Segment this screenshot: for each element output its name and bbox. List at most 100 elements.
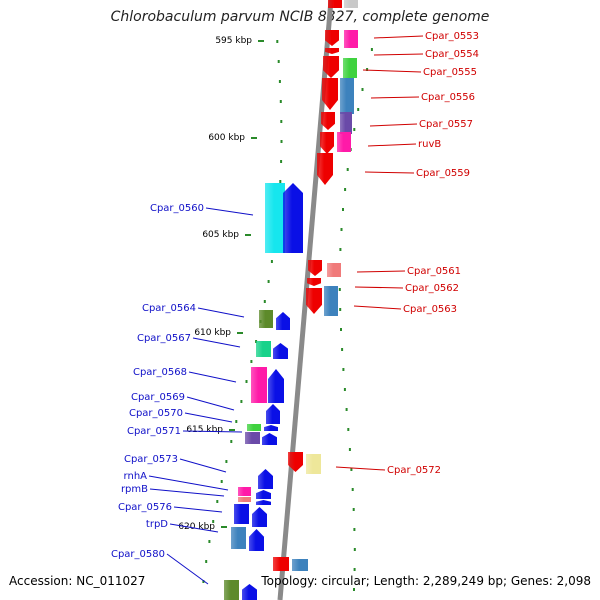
ruler-tick	[258, 40, 264, 42]
gene-glyph	[262, 433, 277, 445]
gene-glyph	[306, 288, 322, 314]
gene-label-forward[interactable]: Cpar_0569	[131, 392, 185, 403]
ruler-tick	[221, 526, 227, 528]
tick-mark	[280, 160, 283, 163]
label-leader	[354, 286, 404, 289]
tick-mark	[345, 408, 348, 411]
gene-label-reverse[interactable]: Cpar_0553	[425, 31, 479, 42]
tick-mark	[352, 508, 355, 511]
gene-label-forward[interactable]: rpmB	[121, 484, 148, 495]
gene-glyph	[265, 183, 285, 253]
gene-glyph	[251, 367, 267, 403]
gene-glyph	[288, 452, 303, 472]
tick-mark	[245, 380, 248, 383]
gene-label-forward[interactable]: Cpar_0568	[133, 367, 187, 378]
label-leader	[148, 475, 229, 491]
tick-mark	[216, 500, 219, 503]
gene-label-reverse[interactable]: ruvB	[418, 139, 441, 150]
label-leader	[369, 123, 418, 127]
gene-glyph	[324, 286, 338, 316]
label-leader	[335, 466, 386, 471]
gene-label-forward[interactable]: Cpar_0571	[127, 426, 181, 437]
gene-label-forward[interactable]: Cpar_0567	[137, 333, 191, 344]
ruler-tick	[251, 137, 257, 139]
gene-label-reverse[interactable]: Cpar_0563	[403, 304, 457, 315]
label-leader	[373, 35, 424, 39]
ruler-tick	[237, 332, 243, 334]
gene-label-reverse[interactable]: Cpar_0556	[421, 92, 475, 103]
gene-label-reverse[interactable]: Cpar_0572	[387, 465, 441, 476]
gene-label-reverse[interactable]: Cpar_0555	[423, 67, 477, 78]
gene-glyph	[325, 30, 339, 46]
gene-glyph	[325, 48, 339, 54]
gene-label-reverse[interactable]: Cpar_0561	[407, 266, 461, 277]
tick-mark	[278, 80, 281, 83]
ruler: 595 kbp 600 kbp 605 kbp 610 kbp 615 kbp 620 k…	[178, 36, 264, 532]
gene-glyph	[308, 260, 322, 276]
gene-label-reverse[interactable]: Cpar_0557	[419, 119, 473, 130]
gene-label-reverse[interactable]: Cpar_0554	[425, 49, 479, 60]
ruler-label: 605 kbp	[202, 230, 239, 240]
tick-mark	[220, 480, 223, 483]
tick-mark	[370, 48, 373, 51]
gene-label-forward[interactable]: Cpar_0570	[129, 408, 183, 419]
tick-mark	[267, 280, 270, 283]
gene-glyph	[292, 559, 308, 571]
tick-mark	[346, 168, 349, 171]
gene-label-forward[interactable]: Cpar_0580	[111, 549, 165, 560]
label-leader	[166, 553, 209, 585]
tick-mark	[202, 580, 205, 583]
tick-mark	[366, 68, 369, 71]
tick-mark	[344, 188, 347, 191]
gene-glyph	[231, 527, 246, 549]
gene-glyph	[323, 56, 339, 78]
label-leader	[182, 430, 243, 433]
label-leader	[179, 458, 227, 473]
gene-glyph	[258, 469, 273, 489]
label-leader	[362, 69, 422, 73]
label-leader	[364, 171, 415, 174]
tick-mark	[230, 440, 233, 443]
gene-track	[224, 0, 358, 600]
ruler-label: 615 kbp	[186, 425, 223, 435]
gene-glyph	[306, 454, 321, 474]
ruler-label: 620 kbp	[178, 522, 215, 532]
gene-glyph	[259, 310, 273, 328]
gene-glyph	[256, 341, 271, 357]
tick-mark	[225, 460, 228, 463]
label-leader	[205, 207, 254, 216]
gene-label-reverse[interactable]: Cpar_0559	[416, 168, 470, 179]
tick-mark	[340, 328, 342, 331]
gene-label-forward[interactable]: trpD	[146, 519, 168, 530]
gene-glyph	[256, 490, 271, 499]
gene-glyph	[249, 529, 264, 551]
gene-glyph	[327, 263, 341, 277]
tick-mark	[340, 228, 343, 231]
tick-mark	[341, 348, 344, 351]
gene-glyph	[252, 507, 267, 527]
gene-label-forward[interactable]: Cpar_0576	[118, 502, 172, 513]
tick-mark	[208, 540, 211, 543]
gene-label-reverse[interactable]: Cpar_0562	[405, 283, 459, 294]
accession-text: Accession: NC_011027	[9, 574, 146, 588]
gene-label-forward[interactable]: Cpar_0573	[124, 454, 178, 465]
tick-mark	[250, 360, 253, 363]
gene-label-forward[interactable]: Cpar_0560	[150, 203, 204, 214]
tick-mark	[353, 128, 356, 131]
gene-glyph	[268, 369, 284, 403]
label-leader	[173, 506, 223, 513]
tick-mark	[353, 548, 356, 551]
tick-mark	[342, 208, 344, 211]
gene-glyph	[307, 278, 321, 286]
gene-label-forward[interactable]: rnhA	[124, 471, 148, 482]
gene-label-forward[interactable]: Cpar_0564	[142, 303, 196, 314]
genome-title: Chlorobaculum parvum NCIB 8327, complete…	[110, 9, 490, 25]
tick-mark	[277, 60, 280, 63]
tick-mark	[342, 368, 345, 371]
label-leader	[184, 412, 233, 423]
gene-glyph	[343, 58, 357, 78]
ruler-label: 600 kbp	[208, 133, 245, 143]
gene-glyph	[340, 78, 354, 114]
